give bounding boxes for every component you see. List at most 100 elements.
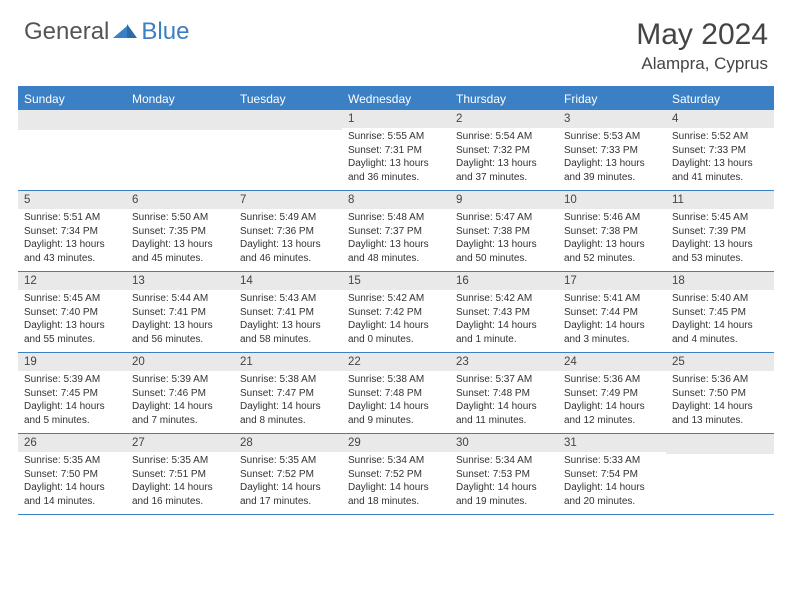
day-info-line: Sunrise: 5:39 AM bbox=[24, 373, 120, 387]
day-number: 2 bbox=[450, 110, 558, 128]
day-info-line: Sunrise: 5:50 AM bbox=[132, 211, 228, 225]
day-info-line: Sunrise: 5:43 AM bbox=[240, 292, 336, 306]
day-info-line: Sunrise: 5:53 AM bbox=[564, 130, 660, 144]
day-info-line: and 12 minutes. bbox=[564, 414, 660, 428]
day-info-line: and 7 minutes. bbox=[132, 414, 228, 428]
day-info-line: Daylight: 14 hours bbox=[348, 400, 444, 414]
day-info-line: Sunrise: 5:37 AM bbox=[456, 373, 552, 387]
month-title: May 2024 bbox=[636, 18, 768, 52]
day-info-line: Daylight: 14 hours bbox=[564, 319, 660, 333]
calendar: SundayMondayTuesdayWednesdayThursdayFrid… bbox=[18, 86, 774, 515]
day-info: Sunrise: 5:43 AMSunset: 7:41 PMDaylight:… bbox=[234, 292, 342, 346]
day-info-line: Daylight: 13 hours bbox=[672, 238, 768, 252]
day-info-line: Sunrise: 5:46 AM bbox=[564, 211, 660, 225]
week-row: 12Sunrise: 5:45 AMSunset: 7:40 PMDayligh… bbox=[18, 272, 774, 353]
day-info: Sunrise: 5:41 AMSunset: 7:44 PMDaylight:… bbox=[558, 292, 666, 346]
day-info: Sunrise: 5:42 AMSunset: 7:43 PMDaylight:… bbox=[450, 292, 558, 346]
day-number: 13 bbox=[126, 272, 234, 290]
day-info-line: Sunset: 7:31 PM bbox=[348, 144, 444, 158]
day-header-row: SundayMondayTuesdayWednesdayThursdayFrid… bbox=[18, 88, 774, 110]
day-info-line: Sunrise: 5:39 AM bbox=[132, 373, 228, 387]
day-info: Sunrise: 5:40 AMSunset: 7:45 PMDaylight:… bbox=[666, 292, 774, 346]
day-info-line: Sunset: 7:49 PM bbox=[564, 387, 660, 401]
brand-mark-icon bbox=[113, 20, 139, 45]
day-cell: 12Sunrise: 5:45 AMSunset: 7:40 PMDayligh… bbox=[18, 272, 126, 352]
day-info-line: Sunset: 7:42 PM bbox=[348, 306, 444, 320]
day-info: Sunrise: 5:39 AMSunset: 7:46 PMDaylight:… bbox=[126, 373, 234, 427]
day-info-line: Daylight: 13 hours bbox=[348, 238, 444, 252]
day-cell: 15Sunrise: 5:42 AMSunset: 7:42 PMDayligh… bbox=[342, 272, 450, 352]
day-cell: 5Sunrise: 5:51 AMSunset: 7:34 PMDaylight… bbox=[18, 191, 126, 271]
day-number: 12 bbox=[18, 272, 126, 290]
day-header: Monday bbox=[126, 88, 234, 110]
day-info-line: and 56 minutes. bbox=[132, 333, 228, 347]
day-info-line: and 36 minutes. bbox=[348, 171, 444, 185]
day-info-line: and 50 minutes. bbox=[456, 252, 552, 266]
day-number: 4 bbox=[666, 110, 774, 128]
day-cell: 6Sunrise: 5:50 AMSunset: 7:35 PMDaylight… bbox=[126, 191, 234, 271]
day-info-line: Daylight: 14 hours bbox=[132, 481, 228, 495]
day-number: 25 bbox=[666, 353, 774, 371]
day-number bbox=[234, 110, 342, 130]
week-row: 19Sunrise: 5:39 AMSunset: 7:45 PMDayligh… bbox=[18, 353, 774, 434]
day-number bbox=[18, 110, 126, 130]
day-info-line: Sunset: 7:41 PM bbox=[240, 306, 336, 320]
day-info-line: Sunrise: 5:36 AM bbox=[672, 373, 768, 387]
day-info: Sunrise: 5:38 AMSunset: 7:47 PMDaylight:… bbox=[234, 373, 342, 427]
day-info-line: and 3 minutes. bbox=[564, 333, 660, 347]
day-info: Sunrise: 5:53 AMSunset: 7:33 PMDaylight:… bbox=[558, 130, 666, 184]
day-info-line: Sunset: 7:47 PM bbox=[240, 387, 336, 401]
day-info-line: Sunset: 7:50 PM bbox=[24, 468, 120, 482]
day-info-line: Sunset: 7:38 PM bbox=[564, 225, 660, 239]
day-header: Saturday bbox=[666, 88, 774, 110]
header: General Blue May 2024 Alampra, Cyprus bbox=[0, 0, 792, 82]
brand-part1: General bbox=[24, 18, 109, 46]
day-cell bbox=[234, 110, 342, 190]
day-cell: 22Sunrise: 5:38 AMSunset: 7:48 PMDayligh… bbox=[342, 353, 450, 433]
day-cell: 3 Sunrise: 5:53 AMSunset: 7:33 PMDaylight… bbox=[558, 110, 666, 190]
day-cell bbox=[126, 110, 234, 190]
day-info-line: Daylight: 14 hours bbox=[348, 481, 444, 495]
day-info-line: Sunset: 7:33 PM bbox=[672, 144, 768, 158]
day-info-line: Sunrise: 5:45 AM bbox=[24, 292, 120, 306]
day-info-line: Daylight: 14 hours bbox=[24, 481, 120, 495]
day-number: 3 bbox=[558, 110, 666, 128]
day-cell: 24Sunrise: 5:36 AMSunset: 7:49 PMDayligh… bbox=[558, 353, 666, 433]
day-info-line: Daylight: 13 hours bbox=[132, 238, 228, 252]
day-number bbox=[126, 110, 234, 130]
day-info-line: Sunset: 7:32 PM bbox=[456, 144, 552, 158]
day-info-line: and 45 minutes. bbox=[132, 252, 228, 266]
day-info-line: and 0 minutes. bbox=[348, 333, 444, 347]
day-info-line: and 17 minutes. bbox=[240, 495, 336, 509]
day-cell: 2Sunrise: 5:54 AMSunset: 7:32 PMDaylight… bbox=[450, 110, 558, 190]
day-cell bbox=[18, 110, 126, 190]
day-info-line: Sunrise: 5:48 AM bbox=[348, 211, 444, 225]
day-info: Sunrise: 5:39 AMSunset: 7:45 PMDaylight:… bbox=[18, 373, 126, 427]
day-info-line: Sunrise: 5:35 AM bbox=[240, 454, 336, 468]
day-info-line: Sunset: 7:52 PM bbox=[240, 468, 336, 482]
day-cell: 25Sunrise: 5:36 AMSunset: 7:50 PMDayligh… bbox=[666, 353, 774, 433]
day-info-line: Sunset: 7:39 PM bbox=[672, 225, 768, 239]
day-number bbox=[666, 434, 774, 454]
day-cell bbox=[666, 434, 774, 514]
day-number: 6 bbox=[126, 191, 234, 209]
day-cell: 1Sunrise: 5:55 AMSunset: 7:31 PMDaylight… bbox=[342, 110, 450, 190]
day-header: Sunday bbox=[18, 88, 126, 110]
day-info-line: Sunrise: 5:54 AM bbox=[456, 130, 552, 144]
day-info: Sunrise: 5:51 AMSunset: 7:34 PMDaylight:… bbox=[18, 211, 126, 265]
day-info-line: Sunrise: 5:55 AM bbox=[348, 130, 444, 144]
day-number: 29 bbox=[342, 434, 450, 452]
day-info-line: Sunrise: 5:38 AM bbox=[240, 373, 336, 387]
day-info-line: Sunrise: 5:36 AM bbox=[564, 373, 660, 387]
day-number: 18 bbox=[666, 272, 774, 290]
day-info: Sunrise: 5:34 AMSunset: 7:52 PMDaylight:… bbox=[342, 454, 450, 508]
day-number: 16 bbox=[450, 272, 558, 290]
day-info-line: and 1 minute. bbox=[456, 333, 552, 347]
day-info: Sunrise: 5:34 AMSunset: 7:53 PMDaylight:… bbox=[450, 454, 558, 508]
day-info-line: and 52 minutes. bbox=[564, 252, 660, 266]
day-cell: 9Sunrise: 5:47 AMSunset: 7:38 PMDaylight… bbox=[450, 191, 558, 271]
day-number: 8 bbox=[342, 191, 450, 209]
day-info-line: and 5 minutes. bbox=[24, 414, 120, 428]
day-cell: 8Sunrise: 5:48 AMSunset: 7:37 PMDaylight… bbox=[342, 191, 450, 271]
day-cell: 26Sunrise: 5:35 AMSunset: 7:50 PMDayligh… bbox=[18, 434, 126, 514]
